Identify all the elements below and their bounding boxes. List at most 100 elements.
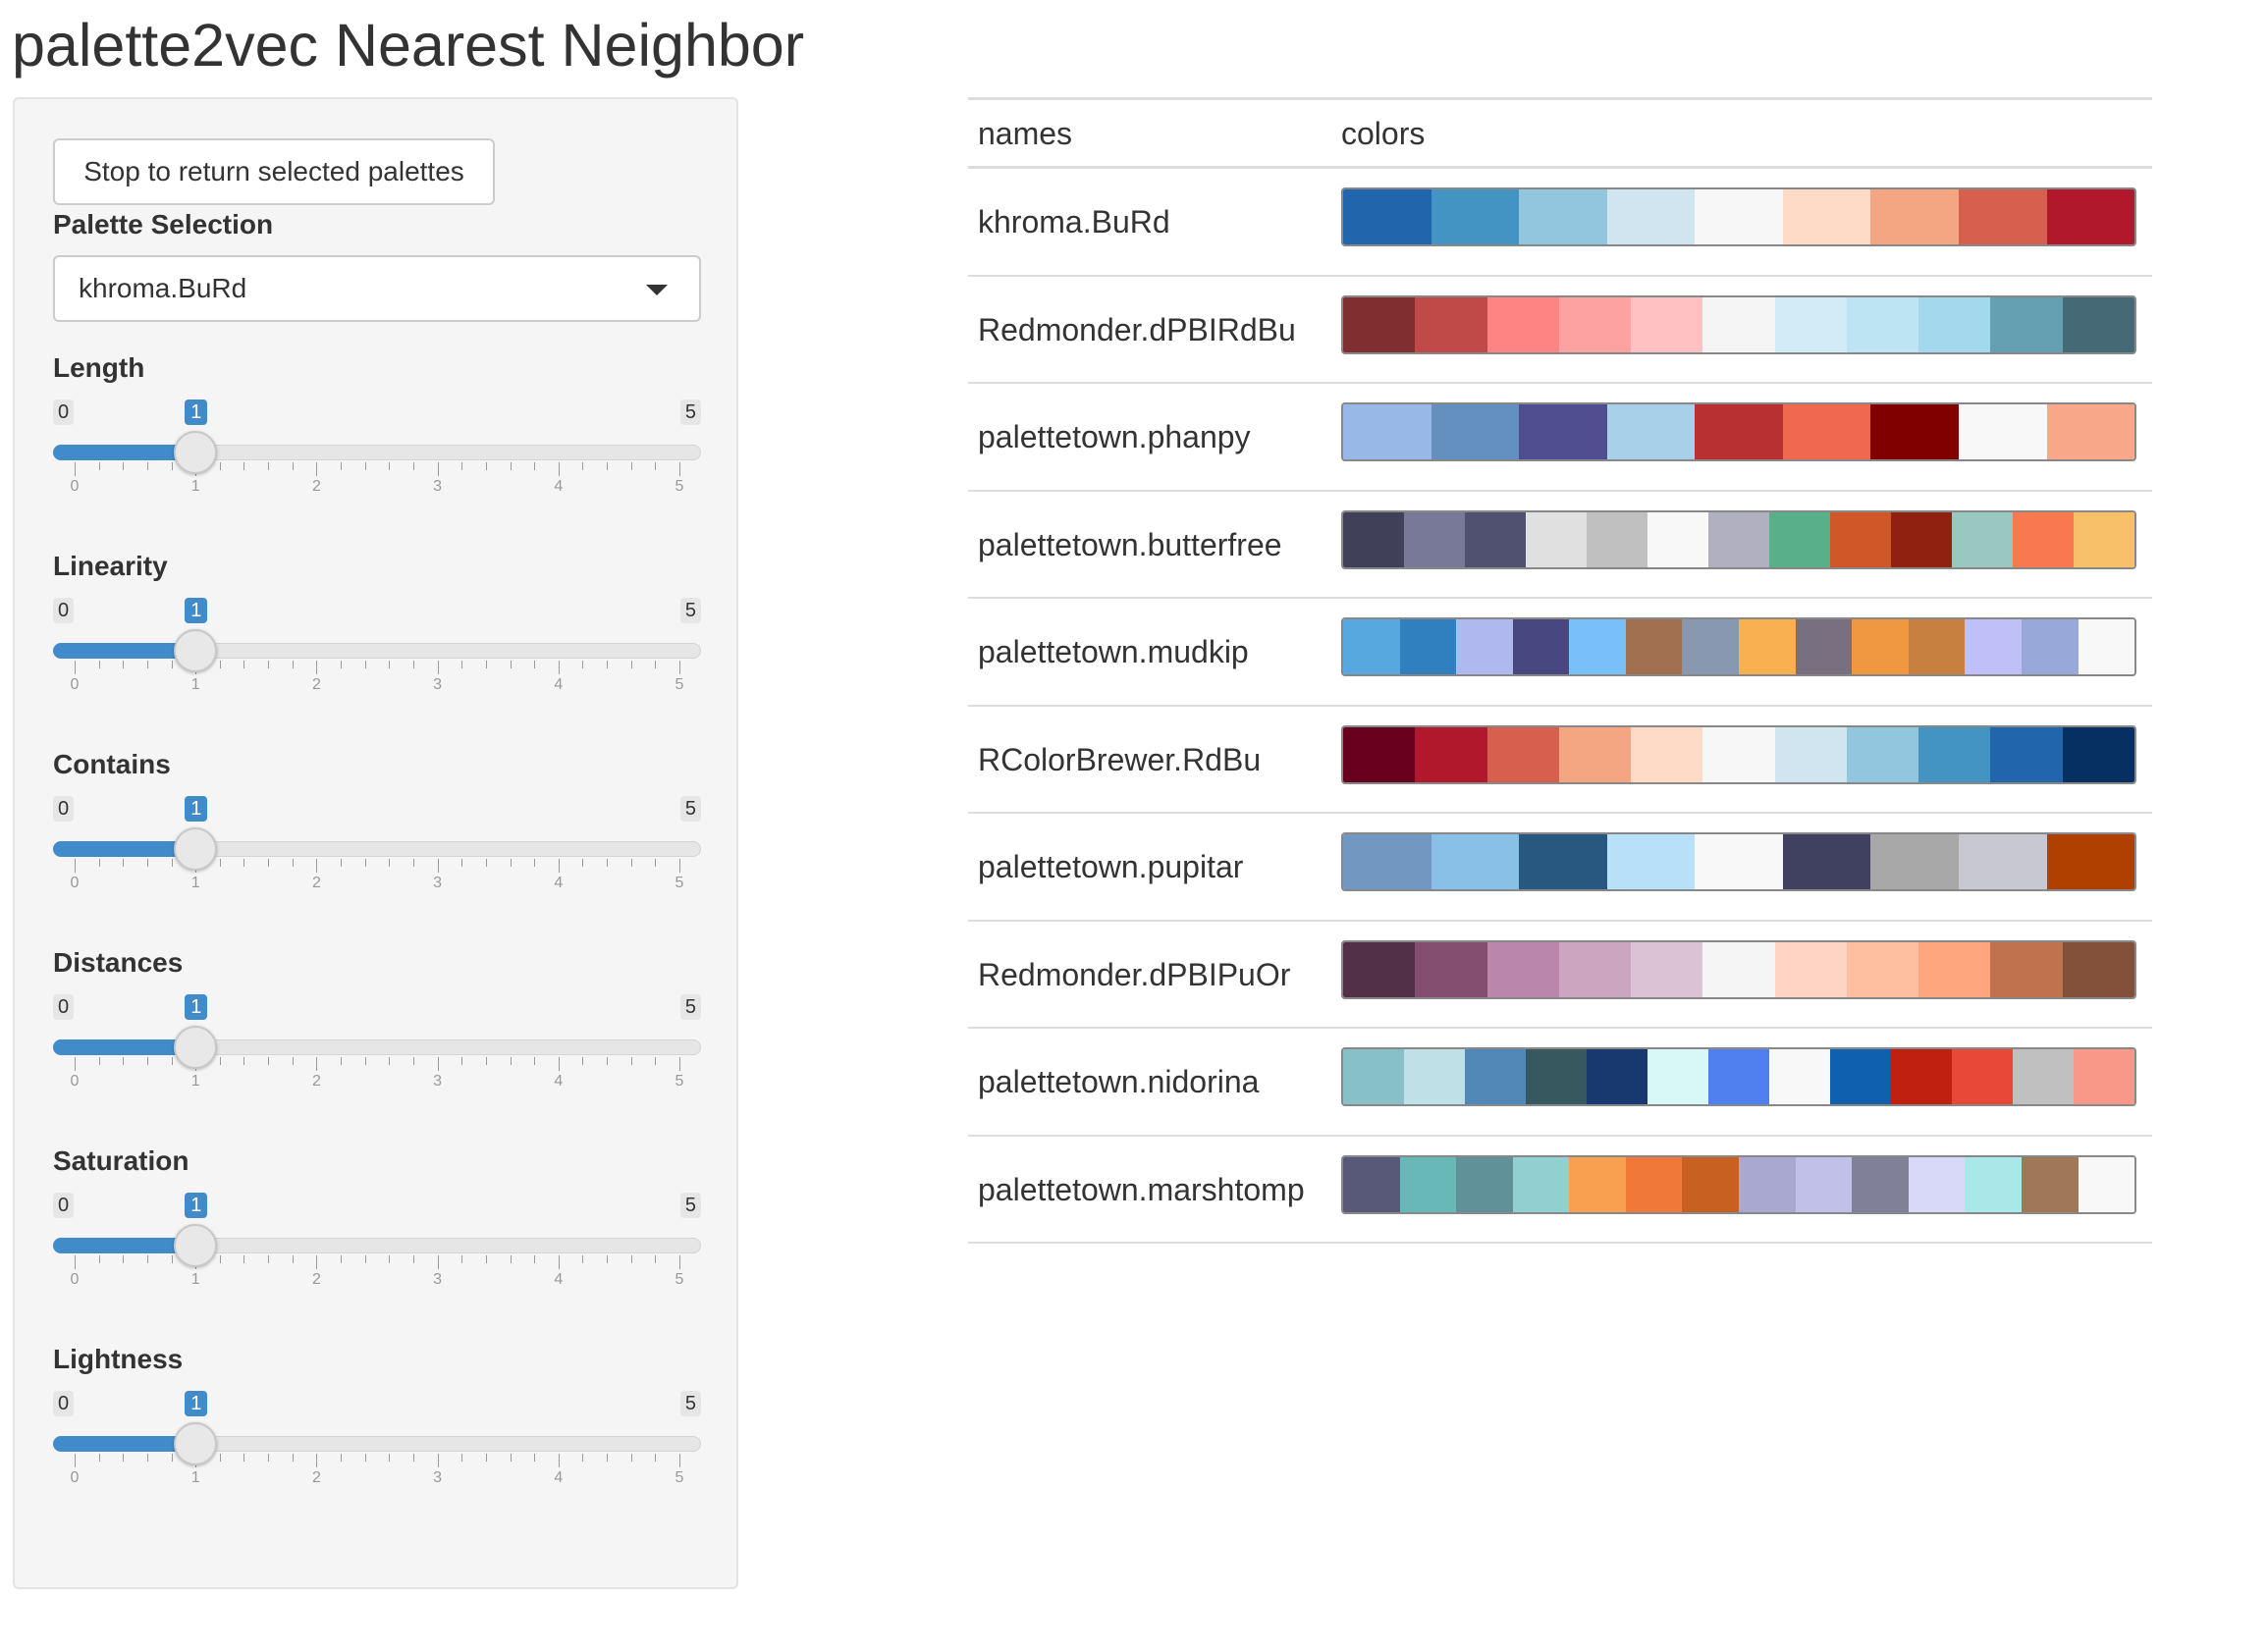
slider-tick	[679, 661, 680, 674]
palette-name: RColorBrewer.RdBu	[978, 741, 1262, 777]
slider-tick	[171, 859, 173, 867]
page-title: palette2vec Nearest Neighbor	[12, 12, 805, 79]
slider-tick	[219, 1057, 221, 1065]
slider-tick	[219, 859, 221, 867]
color-swatch	[2021, 619, 2079, 674]
slider-tick	[607, 1255, 609, 1263]
slider-tick	[558, 661, 560, 674]
palette-name: palettetown.nidorina	[978, 1064, 1260, 1099]
slider-max-label: 5	[679, 399, 701, 425]
color-swatch	[1569, 1156, 1626, 1212]
slider-tick-label: 4	[554, 478, 564, 495]
slider-lightness[interactable]: Lightness 0 5 1 0 1 2 3 4 5	[53, 1344, 701, 1491]
color-swatch	[1512, 1156, 1570, 1212]
color-swatch	[2062, 296, 2134, 352]
color-swatch	[2021, 1156, 2079, 1212]
slider-tick	[679, 462, 680, 476]
color-swatch	[1782, 189, 1871, 244]
color-swatch	[1486, 296, 1559, 352]
slider-tick-label: 4	[554, 1271, 564, 1288]
slider-handle[interactable]	[174, 1422, 218, 1465]
slider-tick	[364, 1255, 366, 1263]
slider-tick	[412, 859, 414, 867]
color-swatch	[1918, 726, 1991, 782]
slider-tick	[268, 661, 270, 668]
color-swatch	[1852, 619, 1909, 674]
slider-handle[interactable]	[174, 827, 218, 871]
color-swatch	[1682, 619, 1740, 674]
slider-min-label: 0	[53, 598, 75, 623]
slider-tick	[655, 661, 657, 668]
slider-tick	[607, 859, 609, 867]
slider-tick-label: 0	[70, 875, 80, 891]
chevron-down-icon	[646, 285, 668, 295]
color-swatch	[2074, 511, 2134, 567]
slider-saturation[interactable]: Saturation 0 5 1 0 1 2 3 4 5	[53, 1145, 701, 1293]
color-swatch	[1631, 296, 1703, 352]
color-swatch	[1918, 296, 1991, 352]
slider-min-label: 0	[53, 994, 75, 1020]
color-swatch	[1569, 619, 1626, 674]
slider-tick	[630, 1454, 632, 1462]
slider-distances[interactable]: Distances 0 5 1 0 1 2 3 4 5	[53, 947, 701, 1094]
slider-max-label: 5	[679, 796, 701, 822]
slider-tick	[582, 661, 584, 668]
slider-handle[interactable]	[174, 1026, 218, 1069]
slider-tick	[412, 661, 414, 668]
slider-tick	[485, 661, 487, 668]
slider-tick	[534, 661, 536, 668]
slider-tick	[558, 859, 560, 873]
slider-linearity[interactable]: Linearity 0 5 1 0 1 2 3 4 5	[53, 551, 701, 698]
slider-tick	[510, 661, 512, 668]
slider-tick	[123, 859, 125, 867]
color-swatch	[1695, 189, 1783, 244]
slider-value-label: 1	[185, 598, 208, 623]
slider-tick	[582, 1454, 584, 1462]
slider-tick	[364, 859, 366, 867]
stop-button[interactable]: Stop to return selected palettes	[53, 138, 495, 205]
color-swatch	[1431, 404, 1520, 459]
slider-tick-label: 2	[311, 1271, 321, 1288]
slider-tick	[510, 1255, 512, 1263]
slider-tick	[123, 661, 125, 668]
slider-tick	[316, 1454, 318, 1467]
color-swatch	[1606, 189, 1696, 244]
slider-tick	[558, 1255, 560, 1269]
color-swatch	[1343, 619, 1400, 674]
color-swatch	[1846, 296, 1919, 352]
color-swatch	[1343, 1049, 1404, 1104]
slider-min-label: 0	[53, 796, 75, 822]
palette-name: palettetown.mudkip	[978, 634, 1249, 669]
table-row: palettetown.butterfree	[968, 492, 2152, 599]
slider-tick	[98, 1454, 100, 1462]
slider-tick-label: 2	[311, 875, 321, 891]
slider-tick	[437, 462, 439, 476]
slider-fill	[53, 643, 196, 659]
palette-name: palettetown.pupitar	[978, 849, 1244, 884]
color-swatch	[1990, 296, 2063, 352]
palette-name: Redmonder.dPBIRdBu	[978, 311, 1296, 347]
slider-handle[interactable]	[174, 1224, 218, 1267]
slider-tick	[412, 1454, 414, 1462]
slider-tick	[510, 859, 512, 867]
color-swatch	[1415, 941, 1487, 997]
slider-value-label: 1	[185, 1391, 208, 1416]
palette-selection-dropdown[interactable]: khroma.BuRd	[53, 255, 701, 322]
slider-contains[interactable]: Contains 0 5 1 0 1 2 3 4 5	[53, 749, 701, 896]
color-swatch	[1782, 404, 1871, 459]
slider-tick	[146, 1057, 148, 1065]
color-swatch	[1708, 511, 1769, 567]
slider-tick	[679, 1057, 680, 1071]
slider-length[interactable]: Length 0 5 1 0 1 2 3 4 5	[53, 352, 701, 500]
slider-tick	[461, 1057, 463, 1065]
color-swatch	[2046, 404, 2134, 459]
slider-tick-label: 1	[190, 1073, 200, 1090]
slider-tick	[98, 859, 100, 867]
slider-tick-label: 4	[554, 676, 564, 693]
slider-tick-label: 0	[70, 1271, 80, 1288]
slider-handle[interactable]	[174, 629, 218, 672]
slider-handle[interactable]	[174, 431, 218, 474]
color-swatch	[1625, 1156, 1683, 1212]
slider-tick	[582, 462, 584, 470]
table-row: palettetown.marshtomp	[968, 1137, 2152, 1244]
